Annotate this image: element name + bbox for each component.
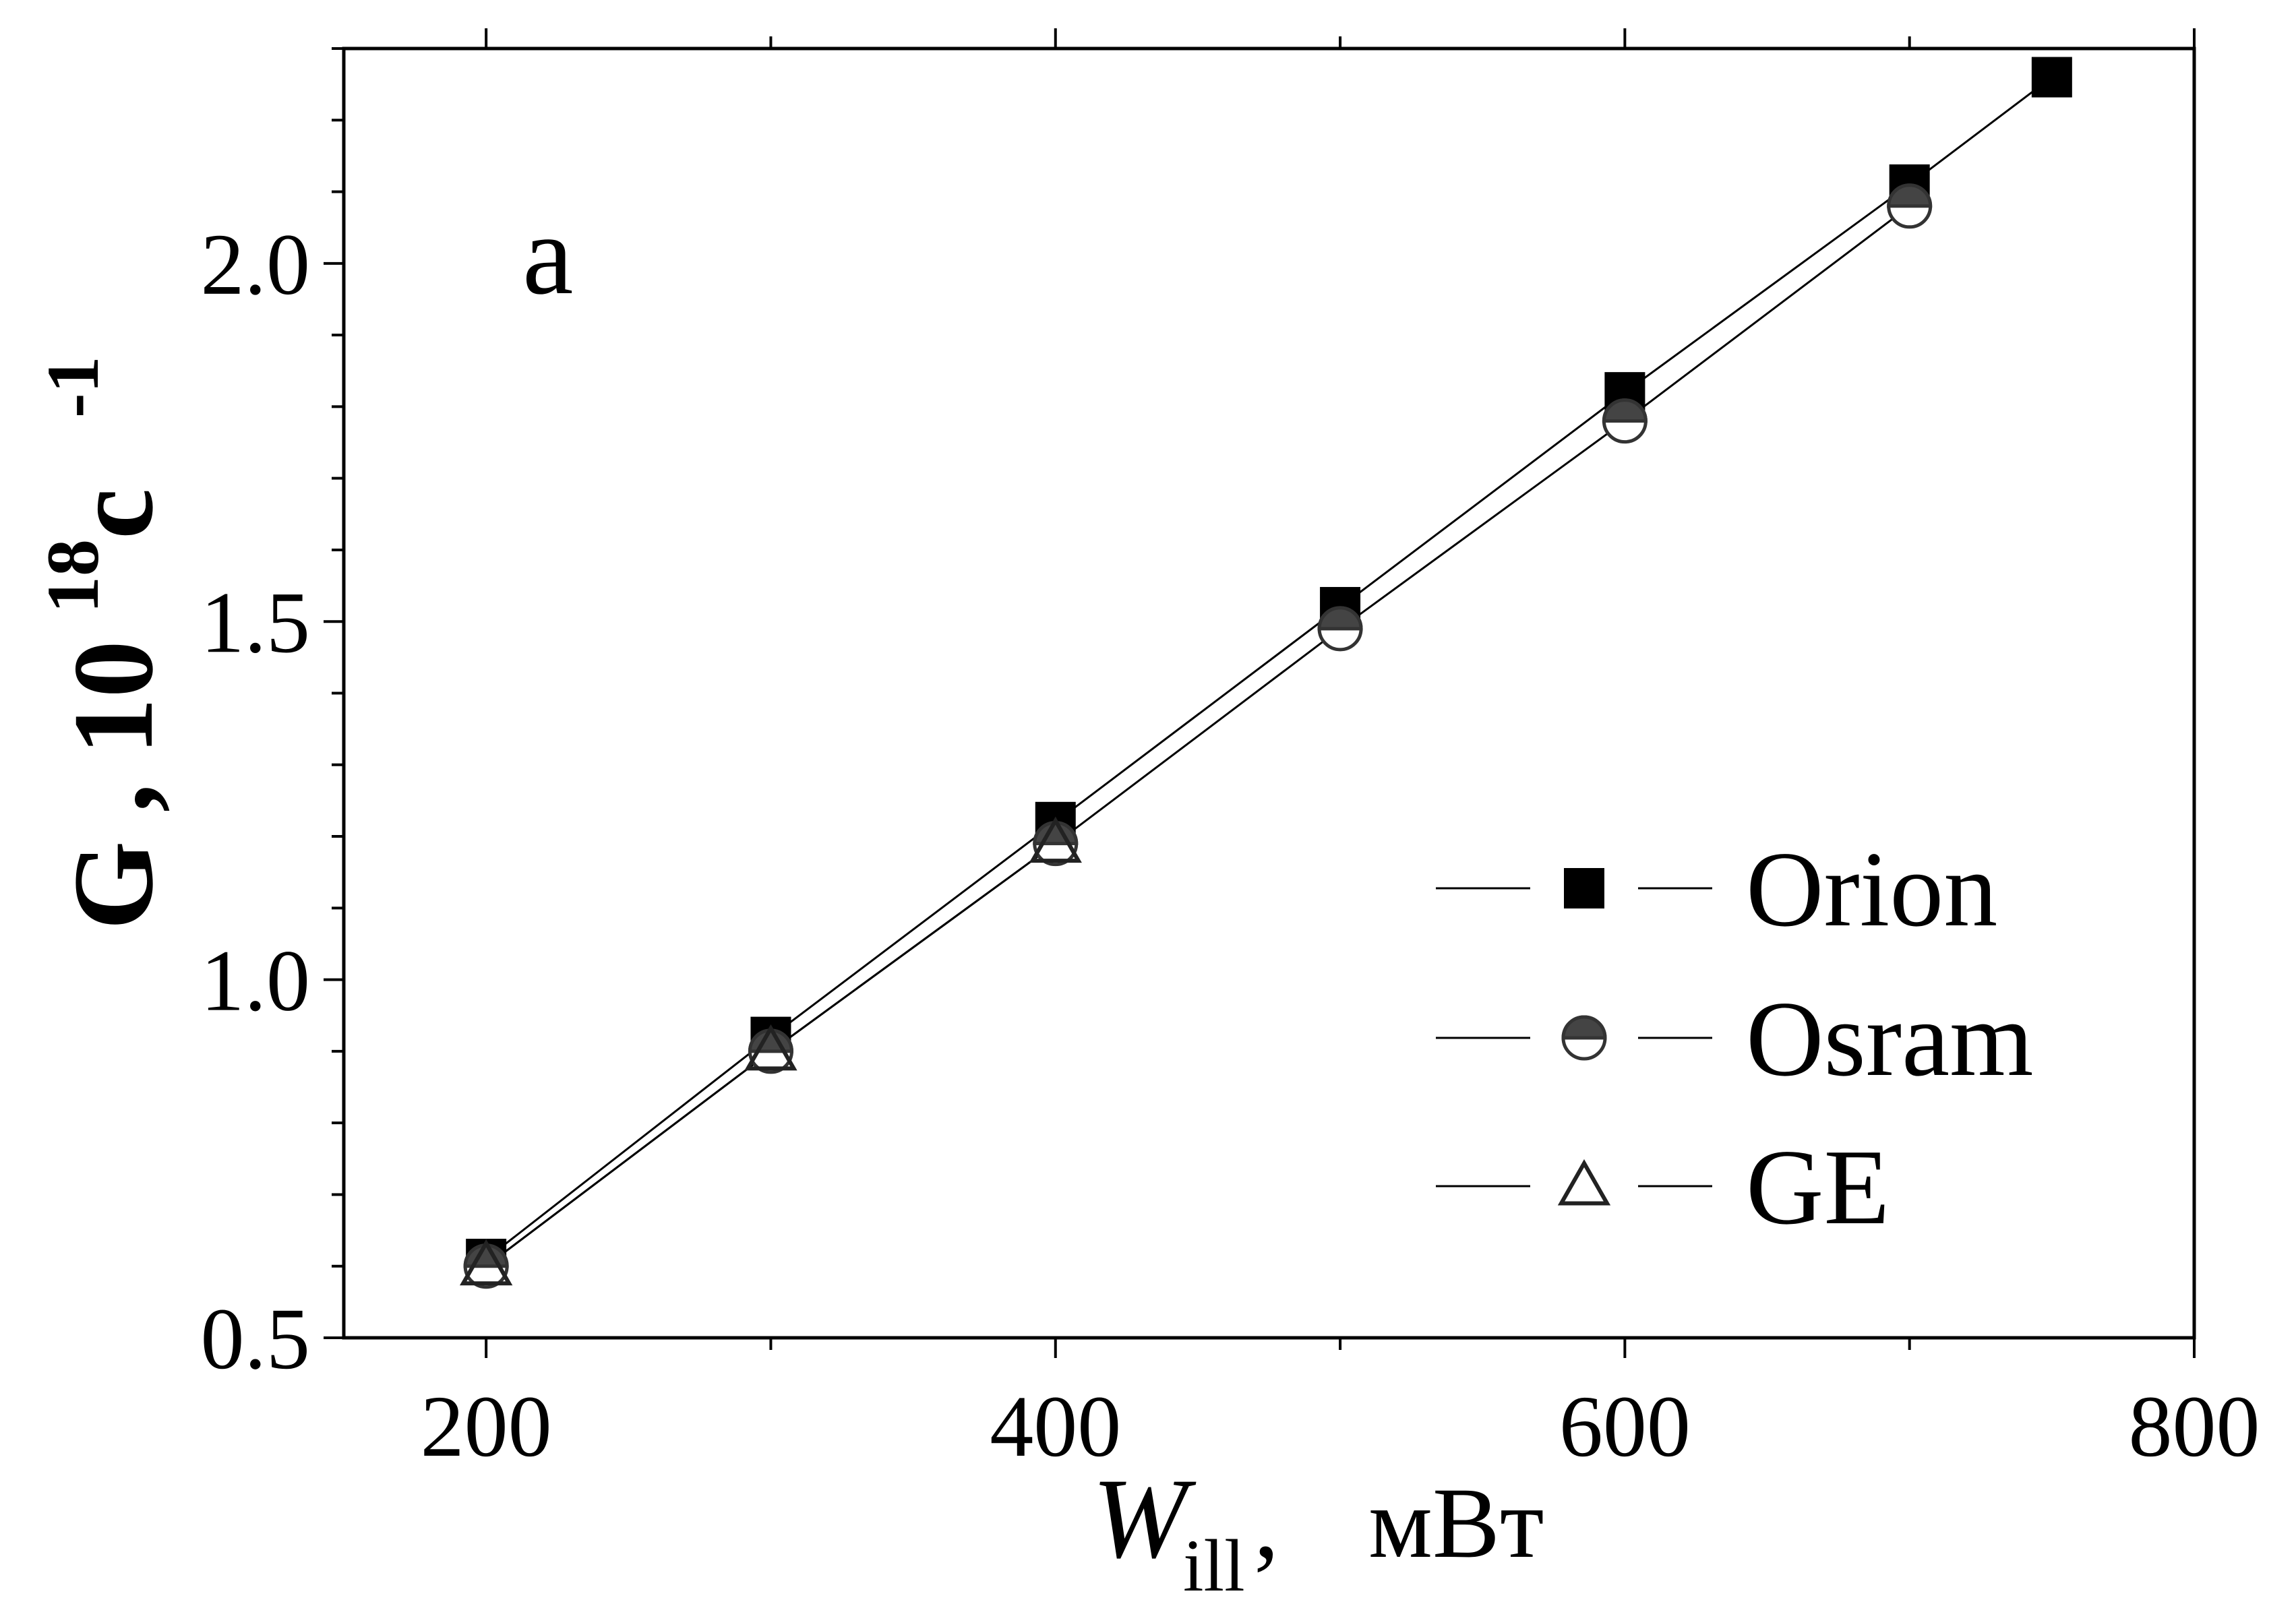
y-tick-label: 0.5 [201, 1291, 311, 1388]
legend-label-osram: Osram [1746, 979, 2034, 1099]
legend-label-orion: Orion [1746, 829, 1997, 949]
x-tick-label: 600 [1559, 1378, 1691, 1475]
marker-fill [1317, 606, 1363, 631]
y-axis-title-sup2: -1 [32, 356, 114, 418]
plot-frame [342, 47, 2196, 1340]
x-axis-title-unit: мВт [1368, 1467, 1544, 1579]
x-axis-title: W ill , мВт [1092, 1455, 1544, 1604]
data-point-osram [1033, 821, 1079, 867]
y-axis-title-mid: c [50, 489, 177, 539]
y-axis-title-sup: 18 [32, 539, 114, 613]
data-point-ge [459, 1239, 513, 1286]
panel-label: a [522, 191, 573, 318]
data-point-osram [1602, 398, 1648, 444]
data-point-ge [1029, 816, 1082, 863]
x-axis-title-sub: ill [1183, 1524, 1245, 1604]
marker-fill [1887, 183, 1933, 208]
marker-fill [1602, 398, 1648, 423]
y-tick-label: 2.0 [201, 216, 311, 313]
legend-marker-ge [1557, 1159, 1611, 1206]
y-tick-label: 1.0 [201, 933, 311, 1030]
series-markers [459, 57, 2072, 1289]
y-axis-title-main: G , 10 [50, 640, 177, 930]
legend: Orion Osram GE [1436, 829, 2034, 1247]
data-point-osram [1317, 606, 1363, 652]
data-point-orion [2031, 57, 2072, 98]
legend-label-ge: GE [1746, 1127, 1890, 1247]
x-axis-title-sep: , [1254, 1467, 1279, 1579]
legend-marker-osram [1561, 1015, 1607, 1061]
marker-fill [1561, 1015, 1607, 1040]
data-point-osram [1887, 183, 1933, 229]
plot-axes: 200 400 600 800 0.5 1.0 1.5 2.0 [201, 28, 2260, 1475]
series-line-osram [485, 205, 1910, 1267]
x-tick-label: 400 [990, 1378, 1121, 1475]
x-tick-label: 200 [421, 1378, 552, 1475]
data-point-ge [744, 1024, 797, 1071]
x-tick-label: 800 [2129, 1378, 2260, 1475]
y-tick-label: 1.5 [201, 574, 311, 671]
legend-marker-orion [1564, 868, 1604, 908]
y-axis-title: G , 10 18 c -1 [32, 356, 177, 930]
x-axis-title-main: W [1092, 1455, 1197, 1582]
